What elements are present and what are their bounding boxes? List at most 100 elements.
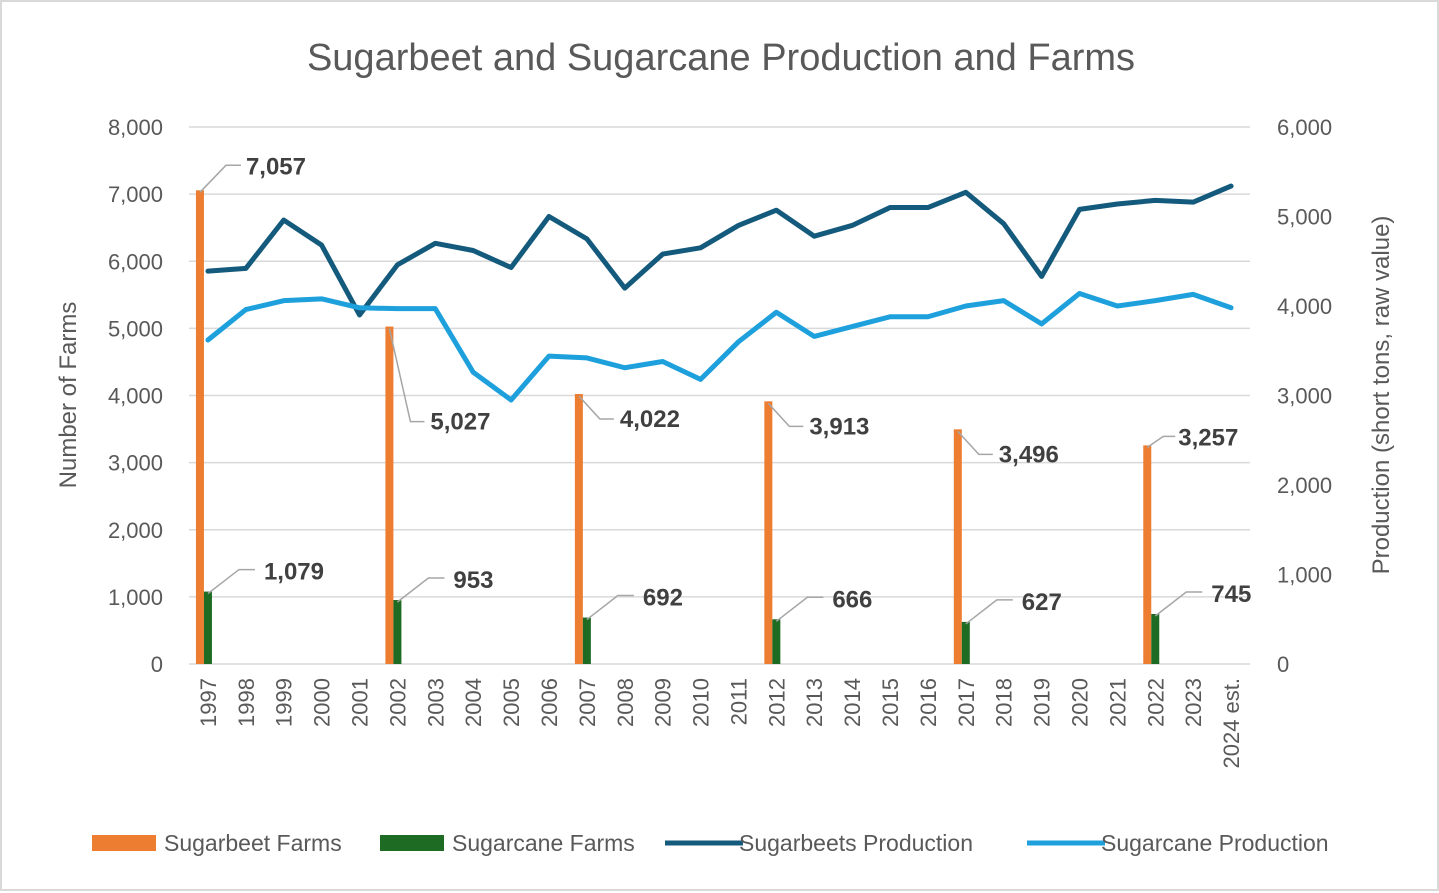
x-tick-label: 2016	[916, 678, 941, 727]
lines	[205, 183, 1234, 403]
left-tick-label: 4,000	[108, 384, 163, 409]
right-tick-label: 5,000	[1277, 205, 1332, 230]
bar-sugarbeet-farms	[385, 326, 394, 664]
right-tick-label: 2,000	[1277, 473, 1332, 498]
bar-sugarcane-farms	[203, 591, 212, 664]
x-tick-label: 2013	[802, 678, 827, 727]
data-label: 627	[1022, 589, 1062, 616]
data-label: 953	[453, 567, 493, 594]
bar-sugarcane-farms	[961, 621, 970, 664]
x-tick-label: 2019	[1030, 678, 1055, 727]
x-tick-label: 2001	[348, 678, 373, 727]
x-tick-label: 2010	[689, 678, 714, 727]
x-tick-label: 1998	[234, 678, 259, 727]
data-label: 3,257	[1178, 424, 1238, 451]
x-tick-label: 2014	[840, 678, 865, 727]
bar-sugarcane-farms	[582, 617, 591, 664]
legend-label: Sugarbeet Farms	[164, 830, 342, 856]
data-label: 1,079	[264, 559, 324, 586]
data-label: 3,913	[809, 413, 869, 440]
x-axis-ticks: 1997 1998 1999 2000 2001 2002 2003 2004 2005 2006…	[196, 678, 1244, 769]
right-tick-label: 1,000	[1277, 563, 1332, 588]
x-tick-label: 2011	[726, 678, 751, 725]
bar-sugarbeet-farms	[195, 190, 204, 664]
x-tick-label: 2024 est.	[1219, 678, 1244, 769]
x-tick-label: 1999	[272, 678, 297, 727]
legend: Sugarbeet Farms Sugarcane Farms Sugarbeets…	[92, 830, 1329, 856]
gridlines	[189, 126, 1250, 665]
x-tick-label: 2023	[1181, 678, 1206, 727]
line-sugarcane-production	[205, 290, 1234, 403]
right-tick-label: 3,000	[1277, 384, 1332, 409]
leader-line	[1146, 435, 1176, 448]
data-labels: 7,057 5,027 4,022 3,913 3,496 3,257 1,079 953 69…	[199, 153, 1251, 625]
data-label: 4,022	[620, 406, 680, 433]
legend-label: Sugarbeets Production	[739, 830, 973, 856]
x-tick-label: 2012	[764, 678, 789, 727]
y-axis-title: Number of Farms	[55, 302, 82, 489]
x-tick-label: 2004	[461, 678, 486, 727]
x-tick-label: 1997	[196, 678, 221, 727]
left-tick-label: 6,000	[108, 249, 163, 274]
legend-label: Sugarcane Production	[1101, 830, 1329, 856]
x-tick-label: 2006	[537, 678, 562, 727]
left-tick-label: 2,000	[108, 518, 163, 543]
x-tick-label: 2009	[651, 678, 676, 727]
leader-line	[965, 599, 1013, 625]
y2-axis-title: Production (short tons, raw value)	[1368, 216, 1395, 575]
leader-line	[767, 402, 804, 428]
legend-label: Sugarcane Farms	[452, 830, 635, 856]
leader-line	[578, 395, 614, 420]
left-tick-label: 3,000	[108, 451, 163, 476]
data-label: 5,027	[430, 409, 490, 436]
line-sugarbeets-production	[205, 183, 1234, 318]
x-tick-label: 2018	[992, 678, 1017, 727]
legend-swatch	[380, 835, 444, 851]
x-tick-label: 2015	[878, 678, 903, 727]
x-tick-label: 2007	[575, 678, 600, 727]
left-tick-label: 8,000	[108, 115, 163, 140]
x-tick-label: 2000	[310, 678, 335, 727]
data-label: 692	[643, 585, 683, 612]
leader-line	[1154, 591, 1203, 617]
bar-sugarcane-farms	[1151, 613, 1160, 664]
legend-swatch	[92, 835, 156, 851]
leader-line	[775, 596, 824, 622]
x-tick-label: 2021	[1105, 678, 1130, 727]
leader-line	[207, 568, 255, 595]
leader-line	[199, 164, 241, 193]
data-label: 7,057	[246, 153, 306, 180]
chart-title: Sugarbeet and Sugarcane Production and F…	[307, 37, 1135, 79]
leader-line	[586, 594, 634, 621]
left-tick-label: 1,000	[108, 585, 163, 610]
bar-sugarbeet-farms	[764, 401, 773, 664]
x-tick-label: 2005	[499, 678, 524, 727]
left-tick-label: 0	[151, 652, 163, 677]
data-label: 666	[832, 586, 872, 613]
data-label: 3,496	[999, 441, 1059, 468]
right-axis-ticks: 0 1,000 2,000 3,000 4,000 5,000 6,000	[1277, 115, 1332, 677]
x-tick-label: 2020	[1067, 678, 1092, 727]
right-tick-label: 4,000	[1277, 294, 1332, 319]
bar-sugarbeet-farms	[574, 394, 583, 664]
data-label: 745	[1211, 581, 1251, 608]
bar-sugarbeet-farms	[953, 429, 962, 664]
bar-sugarcane-farms	[393, 600, 402, 664]
bars	[195, 190, 1160, 664]
leader-line	[957, 430, 993, 456]
x-tick-label: 2002	[385, 678, 410, 727]
bar-sugarbeet-farms	[1143, 445, 1152, 664]
x-tick-label: 2008	[613, 678, 638, 727]
left-tick-label: 7,000	[108, 182, 163, 207]
x-tick-label: 2017	[954, 678, 979, 727]
left-tick-label: 5,000	[108, 316, 163, 341]
leader-line	[388, 328, 425, 423]
leader-line	[396, 577, 445, 603]
x-tick-label: 2003	[423, 678, 448, 727]
left-axis-ticks: 0 1,000 2,000 3,000 4,000 5,000 6,000 7,000 8,00…	[108, 115, 163, 677]
x-tick-label: 2022	[1143, 678, 1168, 727]
right-tick-label: 0	[1277, 652, 1289, 677]
bar-sugarcane-farms	[772, 619, 781, 664]
